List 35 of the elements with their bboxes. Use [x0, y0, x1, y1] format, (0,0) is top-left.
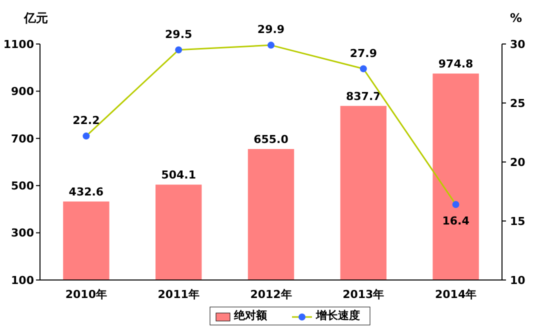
point — [360, 65, 367, 72]
y2-tick-label: 25 — [510, 96, 526, 110]
data-label: 27.9 — [350, 46, 377, 60]
y-tick-label: 500 — [11, 179, 34, 192]
data-label: 16.4 — [442, 214, 470, 228]
y2-tick-label: 10 — [510, 274, 526, 287]
y-tick-label: 1100 — [3, 38, 34, 51]
data-label: 432.6 — [68, 186, 104, 199]
x-tick-label: 2011年 — [158, 288, 200, 301]
y-tick-label: 900 — [11, 85, 34, 98]
x-tick-label: 2013年 — [342, 288, 384, 301]
data-label: 837.7 — [346, 90, 381, 103]
x-tick-label: 2010年 — [65, 288, 108, 301]
x-tick-label: 2012年 — [250, 288, 292, 301]
y2-tick-label: 15 — [510, 214, 526, 228]
x-tick-label: 2014年 — [434, 288, 477, 301]
data-label: 29.9 — [257, 23, 285, 36]
y2-axis-title: % — [510, 11, 522, 25]
data-label: 22.2 — [72, 114, 100, 128]
y-tick-label: 100 — [11, 274, 34, 287]
data-label: 504.1 — [161, 168, 196, 182]
point — [268, 42, 274, 49]
y2-tick-label: 20 — [510, 156, 526, 169]
y-tick-label: 300 — [11, 226, 34, 240]
y-tick-label: 700 — [11, 132, 34, 146]
data-label: 655.0 — [254, 133, 289, 146]
legend-label: 绝对额 — [233, 309, 268, 322]
point — [82, 132, 90, 140]
point — [175, 46, 182, 54]
point — [452, 200, 460, 208]
legend-label: 增长速度 — [315, 309, 360, 322]
data-label: 29.5 — [165, 28, 192, 41]
y2-tick-label: 30 — [510, 38, 526, 51]
data-label: 974.8 — [438, 58, 474, 71]
y-axis-title: 亿元 — [23, 11, 48, 25]
